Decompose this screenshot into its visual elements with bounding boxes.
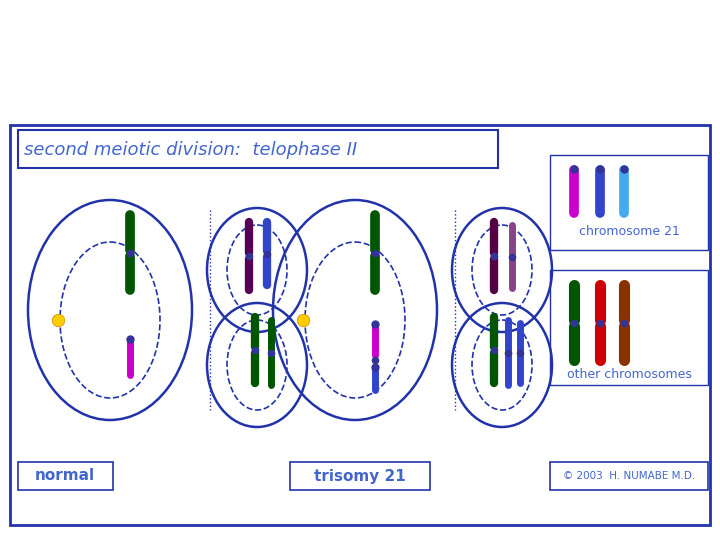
Text: chromosome 21: chromosome 21 bbox=[579, 225, 680, 238]
Bar bbox=[550, 155, 708, 250]
Bar bbox=[550, 462, 708, 490]
Bar bbox=[290, 462, 430, 490]
Bar bbox=[10, 125, 710, 525]
Text: normal: normal bbox=[35, 469, 95, 483]
Text: other chromosomes: other chromosomes bbox=[567, 368, 691, 381]
Text: trisomy 21: trisomy 21 bbox=[314, 469, 406, 483]
Bar bbox=[18, 462, 113, 490]
Bar bbox=[550, 270, 708, 385]
Text: © 2003  H. NUMABE M.D.: © 2003 H. NUMABE M.D. bbox=[563, 471, 695, 481]
Bar bbox=[18, 130, 498, 168]
Text: second meiotic division:  telophase II: second meiotic division: telophase II bbox=[24, 141, 357, 159]
